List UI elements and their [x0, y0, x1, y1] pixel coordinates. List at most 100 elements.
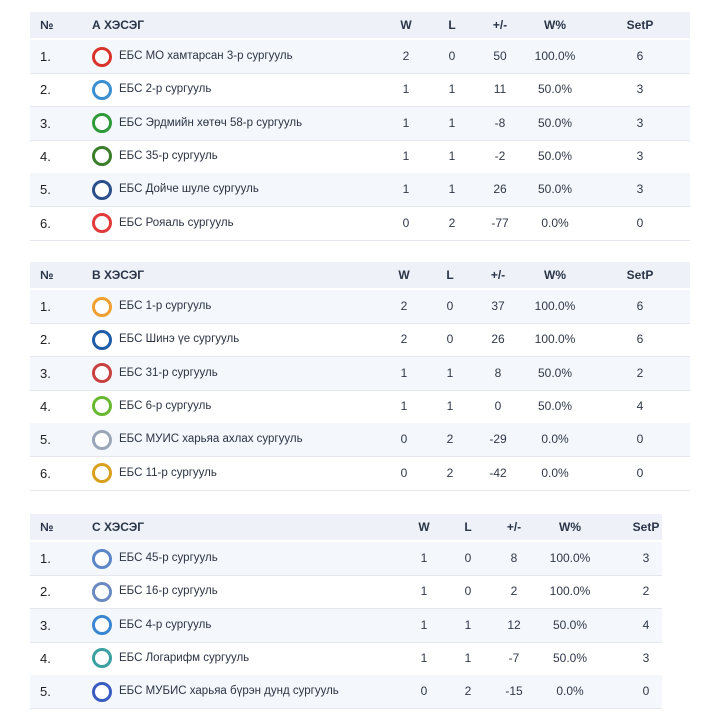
table-row[interactable]: 2. ЕБС 16-р сургууль 1 0 2 100.0% 2: [30, 575, 662, 610]
header-pct[interactable]: W%: [544, 18, 566, 32]
header-pct[interactable]: W%: [559, 520, 581, 534]
team-cell[interactable]: ЕБС 31-р сургууль: [92, 357, 218, 390]
group-title: А ХЭСЭГ: [92, 18, 145, 32]
team-name[interactable]: ЕБС МО хамтарсан 3-р сургууль: [119, 50, 293, 62]
team-name[interactable]: ЕБС Логарифм сургууль: [119, 651, 250, 664]
w-cell: 1: [400, 365, 408, 380]
diff-cell: -77: [491, 215, 509, 230]
header-l[interactable]: L: [464, 520, 472, 534]
header-w[interactable]: W: [418, 520, 430, 534]
rank-cell: 2.: [40, 584, 51, 600]
diff-cell: -15: [505, 684, 523, 699]
gold-medal-icon: [92, 463, 112, 483]
l-cell: 0: [448, 49, 456, 63]
team-name[interactable]: ЕБС 1-р сургууль: [119, 300, 212, 312]
w-cell: 0: [420, 684, 428, 699]
team-cell[interactable]: ЕБС 16-р сургууль: [92, 575, 218, 608]
header-l[interactable]: L: [446, 268, 454, 282]
rank-cell: 2.: [40, 82, 51, 98]
pct-cell: 0.0%: [541, 215, 569, 230]
diff-cell: -8: [494, 115, 506, 130]
header-w[interactable]: W: [400, 18, 412, 32]
header-setp[interactable]: SetP: [632, 520, 660, 534]
team-name[interactable]: ЕБС 4-р сургууль: [119, 618, 212, 631]
header-diff[interactable]: +/-: [490, 268, 506, 282]
setp-cell: 6: [636, 332, 644, 347]
team-cell[interactable]: ЕБС 1-р сургууль: [92, 290, 211, 323]
team-cell[interactable]: ЕБС 35-р сургууль: [92, 140, 218, 173]
table-row[interactable]: 4. ЕБС 35-р сургууль 1 1 -2 50.0% 3: [30, 140, 690, 174]
team-cell[interactable]: ЕБС МУИС харьяа ахлах сургууль: [92, 423, 303, 456]
diff-cell: 11: [493, 82, 507, 97]
team-name[interactable]: ЕБС МУИС харьяа ахлах сургууль: [119, 433, 303, 446]
table-row[interactable]: 5. ЕБС МУИС харьяа ахлах сургууль 0 2 -29 0.0…: [30, 423, 690, 458]
l-cell: 0: [446, 299, 454, 313]
setp-cell: 0: [636, 432, 644, 447]
diff-cell: 0: [494, 398, 502, 413]
team-cell[interactable]: ЕБС МО хамтарсан 3-р сургууль: [92, 40, 293, 73]
table-row[interactable]: 6. ЕБС 11-р сургууль 0 2 -42 0.0% 0: [30, 457, 690, 491]
header-w[interactable]: W: [398, 268, 410, 282]
header-setp[interactable]: SetP: [626, 18, 654, 32]
team-name[interactable]: ЕБС 31-р сургууль: [119, 366, 218, 379]
table-row[interactable]: 1. ЕБС 45-р сургууль 1 0 8 100.0% 3: [30, 542, 662, 576]
table-row[interactable]: 1. ЕБС МО хамтарсан 3-р сургууль 2 0 50 100.0…: [30, 40, 690, 74]
table-row[interactable]: 1. ЕБС 1-р сургууль 2 0 37 100.0% 6: [30, 290, 690, 324]
table-row[interactable]: 5. ЕБС Дойче шуле сургууль 1 1 26 50.0% 3: [30, 173, 690, 208]
table-row[interactable]: 4. ЕБС 6-р сургууль 1 1 0 50.0% 4: [30, 390, 690, 424]
table-row[interactable]: 4. ЕБС Логарифм сургууль 1 1 -7 50.0% 3: [30, 642, 662, 676]
team-name[interactable]: ЕБС 45-р сургууль: [119, 552, 218, 564]
header-diff[interactable]: +/-: [506, 520, 522, 534]
header-l[interactable]: L: [448, 18, 456, 32]
w-cell: 0: [402, 215, 410, 230]
table-row[interactable]: 3. ЕБС 31-р сургууль 1 1 8 50.0% 2: [30, 356, 690, 391]
header-setp[interactable]: SetP: [626, 268, 654, 282]
team-name[interactable]: ЕБС 35-р сургууль: [119, 149, 218, 162]
setp-cell: 4: [636, 398, 644, 413]
diff-cell: 26: [493, 182, 507, 197]
header-pct[interactable]: W%: [544, 268, 566, 282]
team-cell[interactable]: ЕБС 4-р сургууль: [92, 609, 211, 642]
table-row[interactable]: 2. ЕБС 2-р сургууль 1 1 11 50.0% 3: [30, 73, 690, 108]
setp-cell: 6: [636, 299, 644, 313]
team-cell[interactable]: ЕБС 2-р сургууль: [92, 73, 211, 106]
pct-cell: 100.0%: [549, 551, 591, 565]
table-row[interactable]: 6. ЕБС Рояаль сургууль 0 2 -77 0.0% 0: [30, 207, 690, 241]
l-cell: 1: [446, 365, 454, 380]
eye-emblem-icon: [92, 179, 112, 200]
team-cell[interactable]: ЕБС 11-р сургууль: [92, 457, 217, 490]
table-row[interactable]: 2. ЕБС Шинэ үе сургууль 2 0 26 100.0% 6: [30, 323, 690, 358]
team-name[interactable]: ЕБС Рояаль сургууль: [119, 216, 234, 229]
setp-cell: 2: [642, 584, 650, 599]
team-cell[interactable]: ЕБС МУБИС харьяа бүрэн дунд сургууль: [92, 675, 339, 708]
team-name[interactable]: ЕБС Дойче шуле сургууль: [119, 183, 259, 196]
team-name[interactable]: ЕБС 11-р сургууль: [119, 466, 217, 479]
team-cell[interactable]: ЕБС Эрдмийн хөтөч 58-р сургууль: [92, 107, 302, 140]
team-cell[interactable]: ЕБС Шинэ үе сургууль: [92, 323, 239, 356]
diff-cell: 8: [510, 551, 518, 565]
team-name[interactable]: ЕБС Эрдмийн хөтөч 58-р сургууль: [119, 116, 303, 129]
team-name[interactable]: ЕБС Шинэ үе сургууль: [119, 333, 240, 346]
header-rank: №: [40, 520, 54, 534]
table-row[interactable]: 3. ЕБС 4-р сургууль 1 1 12 50.0% 4: [30, 608, 662, 643]
table-row[interactable]: 3. ЕБС Эрдмийн хөтөч 58-р сургууль 1 1 -8 50.…: [30, 106, 690, 141]
l-cell: 1: [464, 650, 472, 665]
team-cell[interactable]: ЕБС Рояаль сургууль: [92, 207, 234, 240]
team-cell[interactable]: ЕБС Логарифм сургууль: [92, 642, 249, 675]
team-cell[interactable]: ЕБС Дойче шуле сургууль: [92, 173, 259, 206]
team-name[interactable]: ЕБС 16-р сургууль: [119, 585, 218, 598]
team-name[interactable]: ЕБС МУБИС харьяа бүрэн дунд сургууль: [119, 685, 339, 698]
team-name[interactable]: ЕБС 2-р сургууль: [119, 83, 212, 96]
rank-cell: 1.: [40, 49, 51, 64]
pct-cell: 0.0%: [556, 684, 584, 699]
table-row[interactable]: 5. ЕБС МУБИС харьяа бүрэн дунд сургууль 0 2…: [30, 675, 662, 710]
w-cell: 1: [400, 398, 408, 413]
red-blue-stripes-icon: [92, 363, 112, 384]
team-cell[interactable]: ЕБС 45-р сургууль: [92, 542, 218, 575]
rank-cell: 3.: [40, 617, 51, 633]
header-diff[interactable]: +/-: [492, 18, 508, 32]
team-cell[interactable]: ЕБС 6-р сургууль: [92, 390, 211, 423]
w-cell: 2: [400, 299, 408, 313]
w-cell: 1: [402, 115, 410, 130]
team-name[interactable]: ЕБС 6-р сургууль: [119, 399, 212, 412]
